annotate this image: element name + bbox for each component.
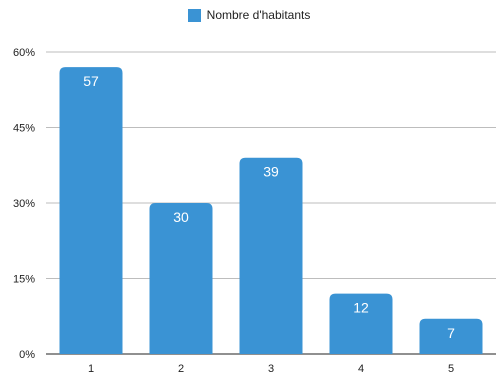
data-label: 39 <box>263 164 279 180</box>
bar <box>149 203 213 354</box>
bars <box>59 67 483 354</box>
x-tick-label: 1 <box>88 363 94 375</box>
data-label: 30 <box>173 209 189 225</box>
y-tick-label: 15% <box>13 274 35 286</box>
x-tick-label: 2 <box>178 363 184 375</box>
x-tick-label: 4 <box>358 363 364 375</box>
legend-label: Nombre d'habitants <box>206 8 311 22</box>
y-tick-label: 45% <box>13 123 35 135</box>
data-label: 57 <box>83 73 99 89</box>
bar <box>329 293 393 354</box>
legend-swatch <box>187 8 201 22</box>
x-tick-label: 5 <box>448 363 454 375</box>
y-tick-label: 60% <box>13 47 35 59</box>
data-label: 7 <box>447 325 455 341</box>
x-tick-label: 3 <box>268 363 274 375</box>
y-axis-tick-labels: 0% 15% 30% 45% 60% <box>13 47 35 361</box>
x-axis-tick-labels: 1 2 3 4 5 <box>88 363 454 375</box>
bar <box>59 67 123 354</box>
data-labels: 57 30 39 12 7 <box>83 73 455 341</box>
y-tick-label: 30% <box>13 198 35 210</box>
legend: Nombre d'habitants <box>0 8 498 22</box>
bar <box>239 157 303 354</box>
data-label: 12 <box>353 300 369 316</box>
bar <box>419 318 483 354</box>
y-tick-label: 0% <box>19 349 35 361</box>
